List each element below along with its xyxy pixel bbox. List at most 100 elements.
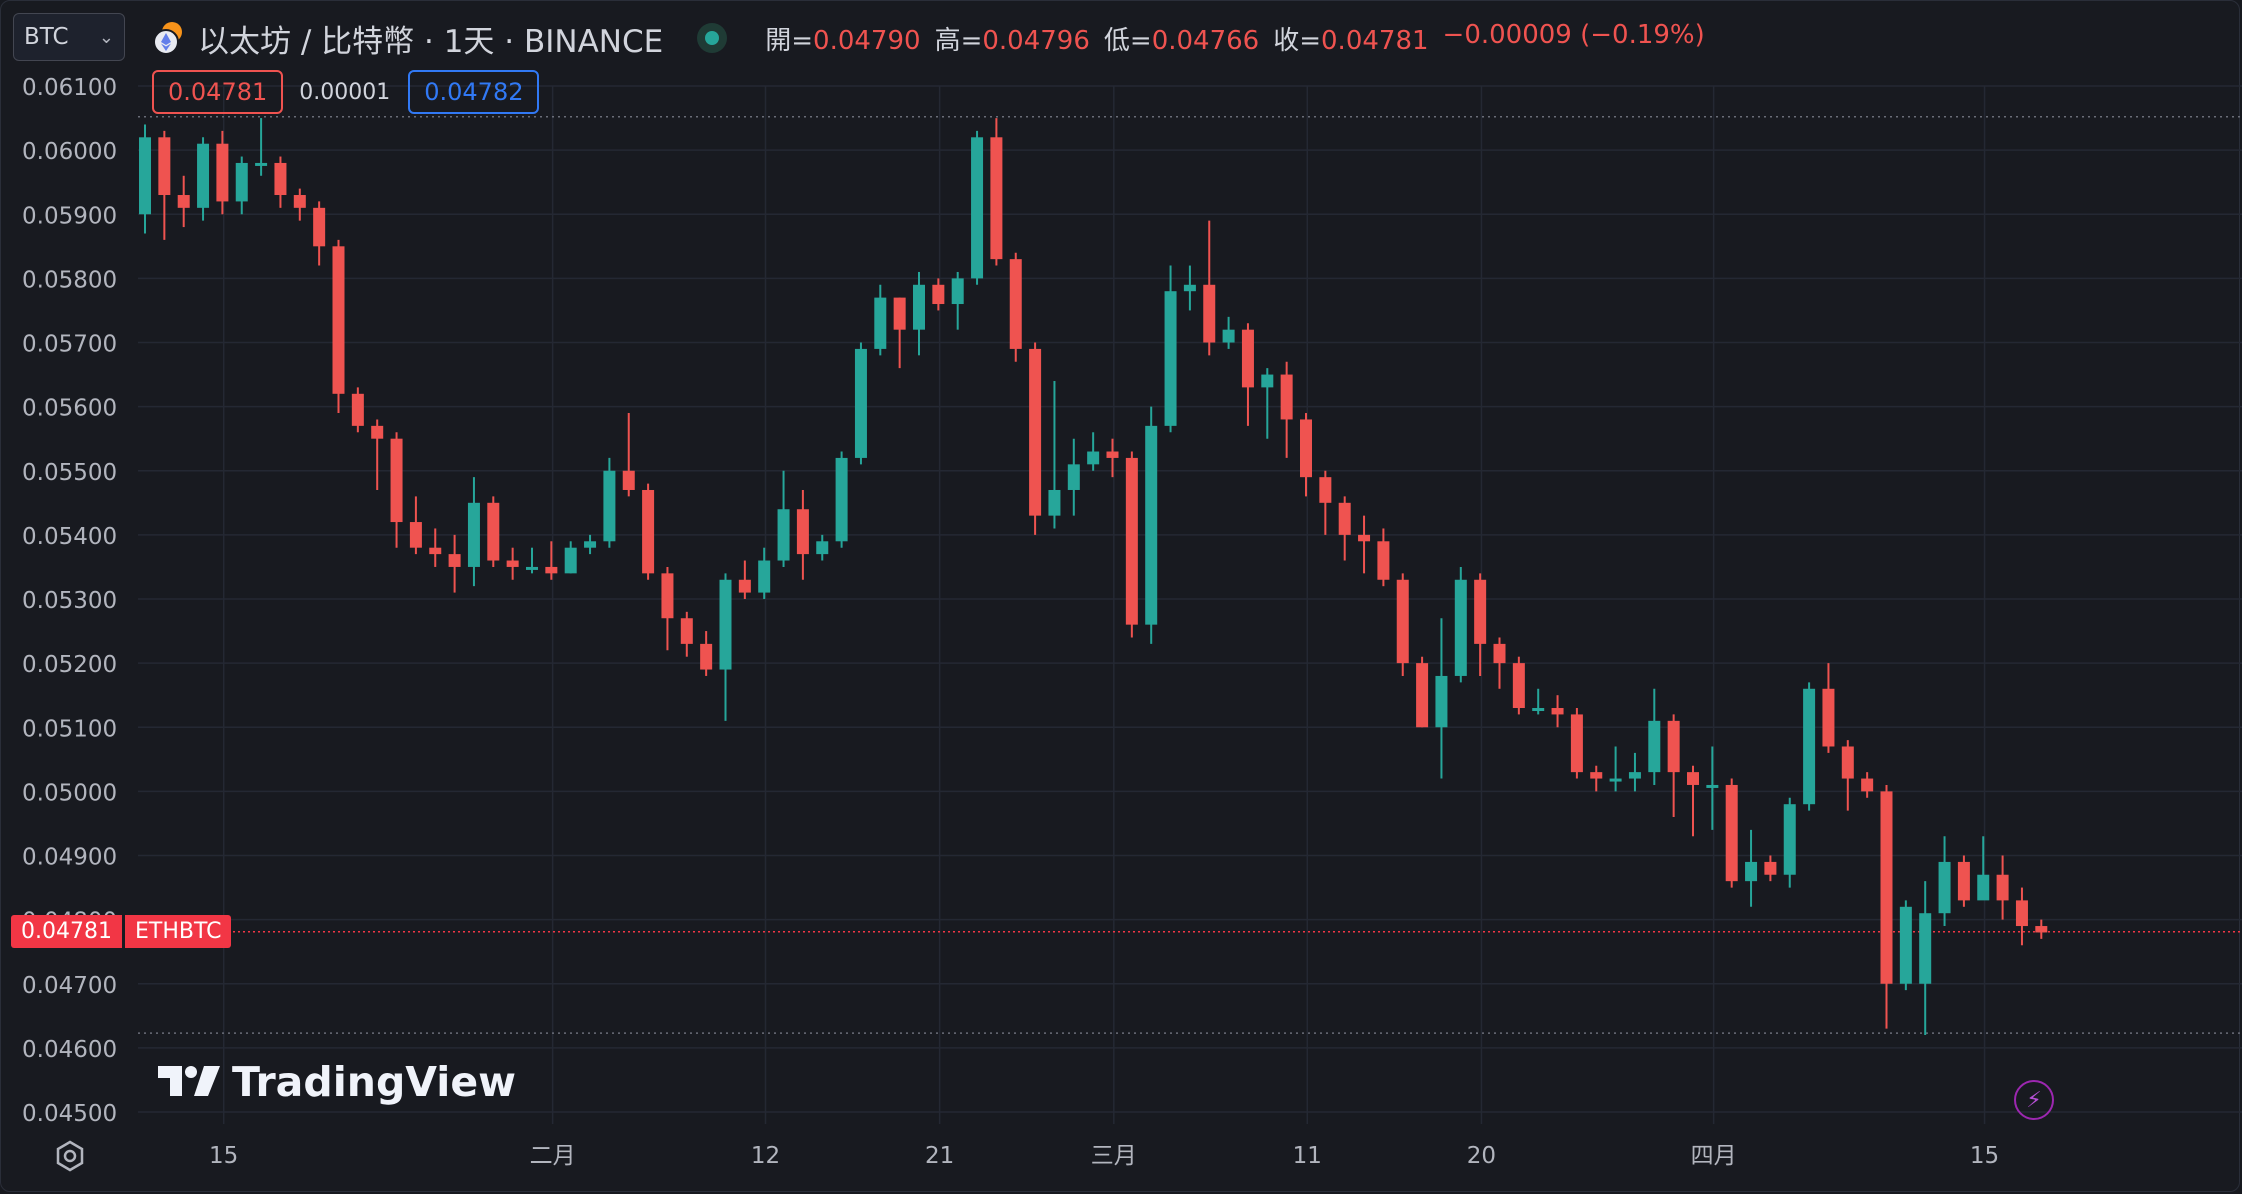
y-tick-label: 0.06000 (22, 139, 117, 165)
candle-body (1145, 425, 1158, 625)
candle-body (738, 579, 751, 593)
candle-body (1667, 720, 1680, 773)
chart-title[interactable]: 以太坊 / 比特幣 · 1天 · BINANCE (198, 23, 664, 60)
close-value: 0.04781 (1321, 25, 1429, 56)
candle-body (951, 278, 964, 305)
candle-body (990, 137, 1003, 260)
y-tick-label: 0.05300 (22, 588, 117, 614)
candle-body (1880, 791, 1893, 984)
change-value: −0.00009 (−0.19%) (1442, 19, 1705, 50)
candle-body (758, 560, 771, 593)
candle-body (584, 541, 597, 548)
candle-body (1919, 913, 1932, 984)
candle-body (332, 246, 345, 394)
candle-body (409, 522, 422, 548)
candle-body (1841, 746, 1854, 779)
candle-body (1338, 502, 1351, 535)
candle-body (1222, 329, 1235, 343)
candle-body (1358, 534, 1371, 542)
candle-body (719, 579, 732, 670)
symbol-select[interactable]: BTC ⌄ (13, 13, 125, 61)
open-value: 0.04790 (813, 25, 921, 56)
candle-body (1396, 579, 1409, 664)
candle-body (293, 195, 306, 208)
x-tick-label: 20 (1467, 1143, 1496, 1169)
candle-body (274, 162, 287, 196)
y-tick-label: 0.05500 (22, 460, 117, 486)
candle-body (313, 207, 326, 247)
candle-body (1725, 784, 1738, 882)
candle-body (680, 618, 693, 644)
candle-body (429, 547, 442, 555)
candle-body (1628, 772, 1641, 779)
y-tick-label: 0.05100 (22, 716, 117, 742)
y-tick-label: 0.04700 (22, 973, 117, 999)
candle-body (1029, 348, 1042, 516)
settings-icon[interactable] (52, 1138, 88, 1174)
candle-body (235, 162, 248, 202)
high-label: 高= (934, 25, 983, 56)
x-tick-label: 15 (209, 1143, 238, 1169)
chevron-down-icon: ⌄ (98, 26, 114, 48)
last-price-symbol: ETHBTC (124, 915, 232, 948)
candle-body (622, 470, 635, 490)
candle-body (1996, 874, 2009, 901)
x-tick-label: 15 (1970, 1143, 1999, 1169)
candle-body (603, 470, 616, 542)
y-tick-label: 0.06100 (22, 75, 117, 101)
market-status-icon[interactable] (697, 23, 728, 53)
y-tick-label: 0.05800 (22, 267, 117, 293)
y-tick-label: 0.04900 (22, 845, 117, 871)
candle-body (1261, 374, 1274, 388)
candle-body (661, 573, 674, 619)
candle-body (177, 195, 190, 208)
candle-body (1861, 778, 1874, 792)
sell-price-button[interactable]: 0.04781 (152, 70, 284, 114)
candle-body (777, 509, 790, 561)
candle-body (1551, 708, 1564, 715)
x-tick-label: 29 (2241, 1143, 2242, 1169)
candle-body (1377, 541, 1390, 580)
flash-icon[interactable]: ⚡ (2014, 1080, 2054, 1120)
last-price-label: 0.04781 ETHBTC (11, 915, 232, 948)
candle-body (1474, 579, 1487, 644)
candle-body (1977, 874, 1990, 901)
candle-body (216, 143, 229, 202)
candle-body (1609, 778, 1622, 782)
y-tick-label: 0.05000 (22, 780, 117, 806)
x-tick-label: 四月 (1691, 1143, 1737, 1169)
candle-body (1590, 772, 1603, 779)
ohlc-legend: 開=0.04790 高=0.04796 低=0.04766 收=0.04781 … (765, 20, 1705, 57)
coin-pair-icon (152, 20, 188, 56)
candle-body (796, 509, 809, 555)
candle-body (2035, 926, 2048, 933)
candle-body (1706, 784, 1719, 788)
candle-body (1435, 675, 1448, 728)
candle-body (371, 425, 384, 439)
candle-body (1319, 477, 1332, 503)
candle-body (1300, 419, 1312, 478)
candle-body (1957, 861, 1970, 901)
close-label: 收= (1273, 25, 1322, 56)
y-tick-label: 0.05700 (22, 332, 117, 358)
candle-body (1764, 861, 1777, 875)
x-tick-label: 12 (751, 1143, 780, 1169)
buy-price-button[interactable]: 0.04782 (408, 70, 540, 114)
x-tick-label: 三月 (1091, 1143, 1137, 1169)
y-tick-label: 0.05200 (22, 652, 117, 678)
candle-body (197, 143, 210, 208)
candle-body (816, 541, 829, 555)
x-tick-label: 21 (925, 1143, 954, 1169)
candle-body (1454, 579, 1467, 676)
low-value: 0.04766 (1151, 25, 1260, 56)
candle-body (913, 284, 925, 330)
tradingview-logo[interactable]: TradingView (158, 1058, 516, 1106)
y-tick-label: 0.05400 (22, 524, 117, 550)
candle-body (390, 438, 403, 523)
candle-body (1164, 291, 1177, 426)
candle-body (1203, 284, 1216, 343)
candle-body (1183, 284, 1196, 292)
symbol-select-value: BTC (24, 24, 69, 50)
